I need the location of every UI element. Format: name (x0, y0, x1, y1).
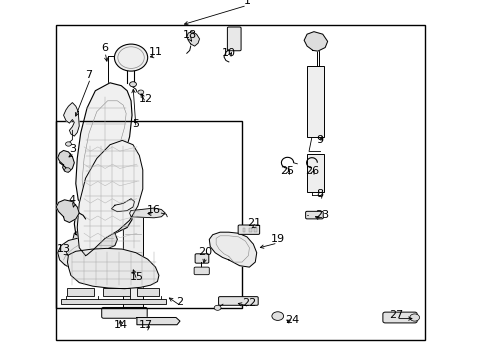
Circle shape (65, 142, 71, 146)
Polygon shape (129, 208, 165, 218)
Polygon shape (63, 103, 79, 136)
Text: 18: 18 (183, 30, 196, 40)
Text: 10: 10 (222, 48, 235, 58)
Text: 20: 20 (198, 247, 212, 257)
FancyBboxPatch shape (218, 297, 258, 305)
Text: 9: 9 (316, 135, 323, 145)
Text: 4: 4 (69, 195, 76, 205)
Bar (123, 210, 142, 307)
Polygon shape (137, 318, 180, 325)
Text: 13: 13 (57, 244, 70, 254)
Polygon shape (77, 140, 142, 256)
Polygon shape (67, 248, 159, 289)
Text: 7: 7 (85, 70, 92, 80)
FancyBboxPatch shape (305, 211, 323, 219)
Bar (254, 228, 256, 232)
Bar (56, 121, 242, 308)
Bar (56, 25, 425, 340)
Text: 21: 21 (247, 217, 261, 228)
Bar (61, 299, 166, 304)
Circle shape (409, 314, 419, 321)
Text: 2: 2 (176, 297, 183, 307)
Polygon shape (111, 199, 134, 212)
Text: 1: 1 (243, 0, 250, 6)
Circle shape (138, 90, 143, 94)
Bar (249, 228, 251, 232)
Text: 24: 24 (285, 315, 299, 325)
Text: 5: 5 (132, 119, 139, 129)
Bar (306, 66, 324, 137)
FancyBboxPatch shape (195, 254, 208, 263)
Polygon shape (58, 150, 74, 172)
Text: 22: 22 (242, 298, 256, 308)
Bar (306, 154, 324, 192)
Bar (102, 288, 129, 296)
Text: 15: 15 (130, 271, 143, 282)
Text: 23: 23 (314, 210, 328, 220)
Text: 8: 8 (316, 189, 323, 199)
Ellipse shape (114, 44, 147, 71)
FancyBboxPatch shape (194, 267, 209, 275)
FancyBboxPatch shape (227, 27, 241, 51)
Circle shape (271, 312, 283, 320)
Polygon shape (209, 232, 256, 267)
Text: 12: 12 (139, 94, 152, 104)
Text: 26: 26 (305, 166, 318, 176)
Polygon shape (56, 200, 79, 222)
Text: 14: 14 (114, 320, 128, 330)
Polygon shape (72, 229, 117, 251)
Text: 25: 25 (280, 166, 294, 176)
FancyBboxPatch shape (102, 307, 147, 318)
Circle shape (129, 82, 136, 87)
Circle shape (214, 305, 221, 310)
Bar (243, 228, 245, 232)
Circle shape (64, 168, 70, 172)
Polygon shape (304, 32, 327, 51)
Polygon shape (186, 32, 199, 46)
Text: 6: 6 (102, 43, 108, 53)
Text: 27: 27 (388, 310, 403, 320)
Bar (137, 288, 159, 296)
Text: 16: 16 (147, 205, 161, 215)
Bar (67, 288, 94, 296)
Polygon shape (58, 238, 84, 266)
Polygon shape (76, 83, 132, 209)
FancyBboxPatch shape (382, 312, 416, 323)
FancyBboxPatch shape (238, 225, 259, 234)
Text: 3: 3 (69, 144, 76, 154)
Text: 17: 17 (139, 320, 152, 330)
Polygon shape (74, 207, 132, 238)
Polygon shape (73, 247, 100, 265)
Text: 11: 11 (148, 47, 162, 57)
Text: 19: 19 (270, 234, 284, 244)
